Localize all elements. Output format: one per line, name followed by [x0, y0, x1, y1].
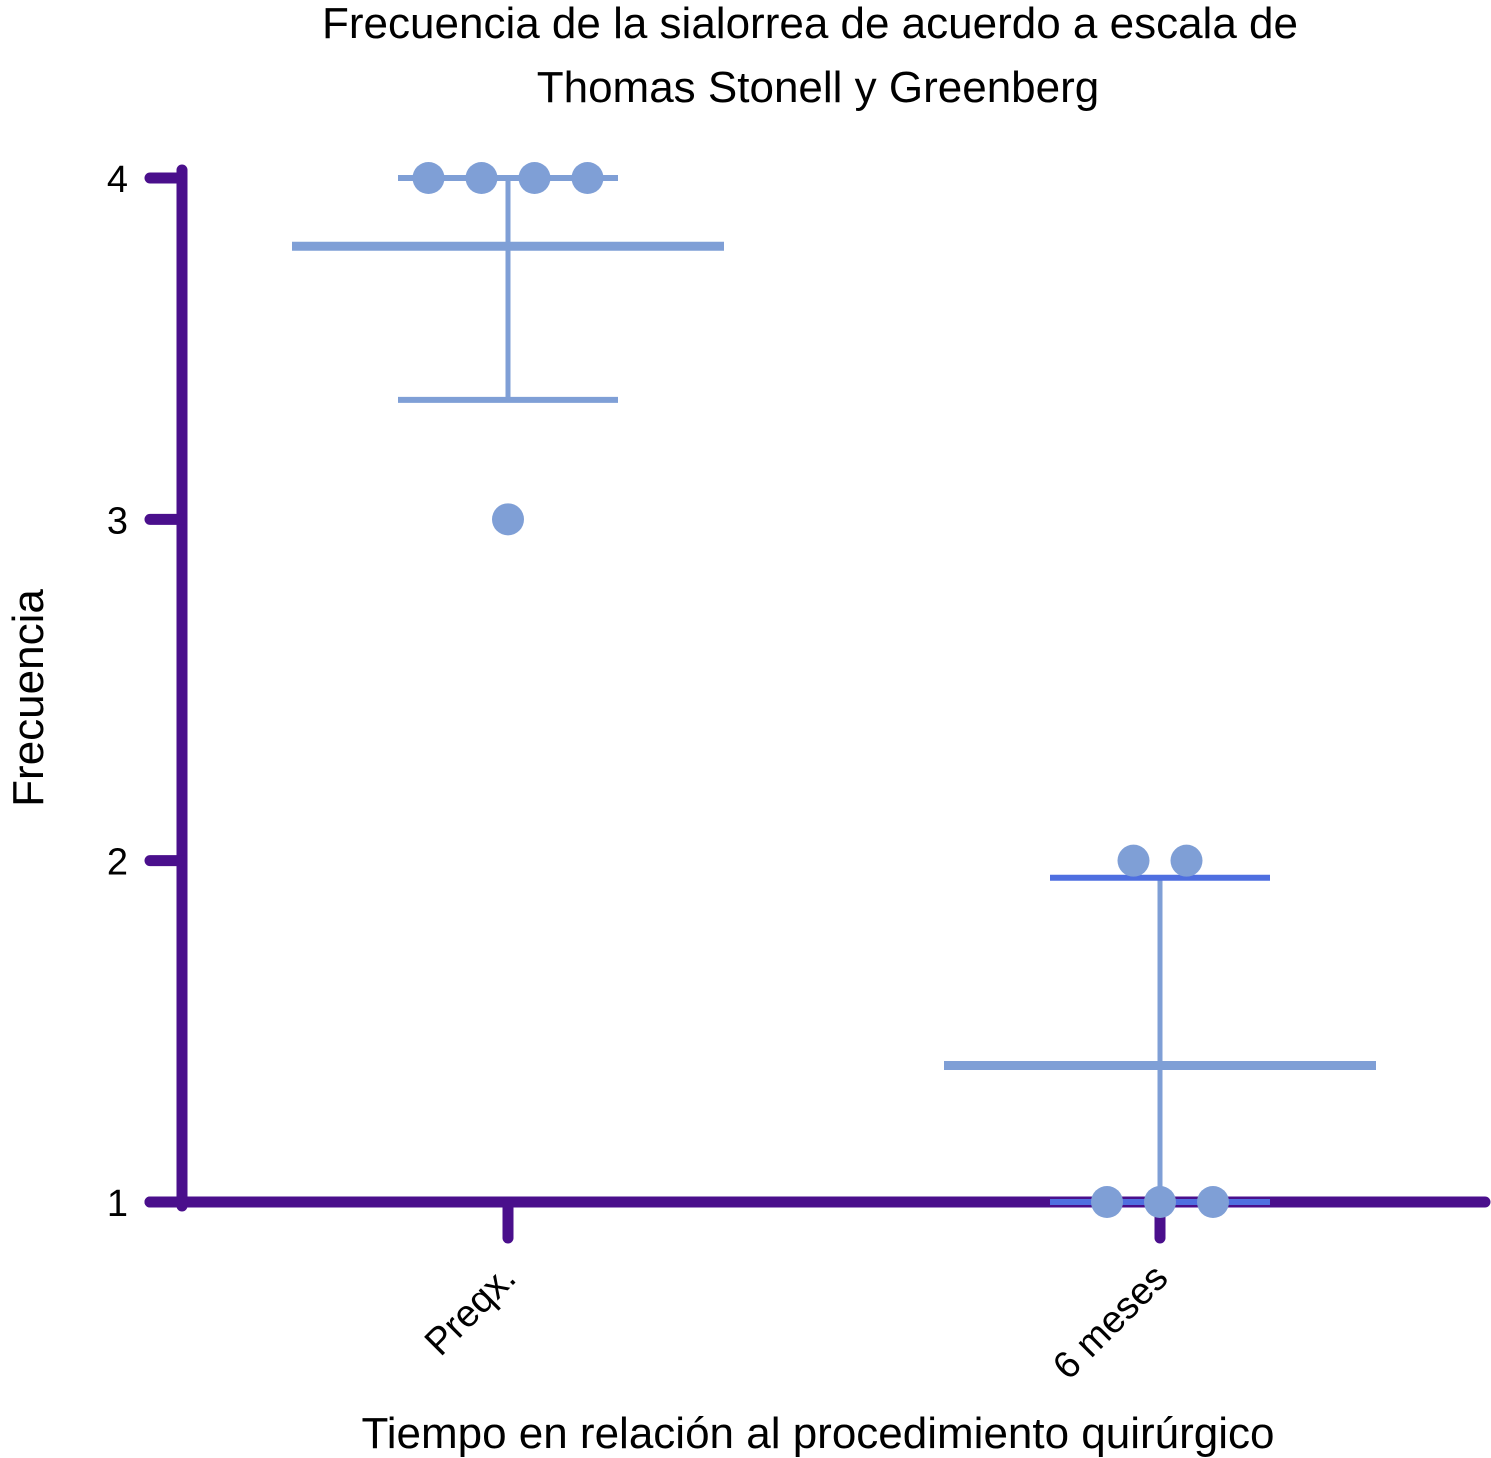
axes	[144, 164, 1491, 1212]
y-tick-label-2: 2	[107, 842, 128, 884]
y-tick-label-3: 3	[107, 500, 128, 542]
data-point-1-0	[1117, 844, 1150, 877]
y-axis-label: Frecuencia	[4, 589, 53, 807]
data-point-0-3	[571, 162, 604, 194]
chart-title-line-2: Thomas Stonell y Greenberg	[537, 63, 1100, 112]
data-point-1-3	[1144, 1186, 1176, 1218]
x-tick-label-0: Preqx.	[417, 1257, 524, 1364]
chart-title-line-1: Frecuencia de la sialorrea de acuerdo a …	[322, 0, 1298, 48]
data-point-0-1	[465, 162, 498, 194]
x-tick-label-1: 6 meses	[1045, 1257, 1176, 1388]
data-point-1-4	[1197, 1186, 1229, 1218]
data-point-0-0	[412, 162, 445, 194]
y-tick-label-4: 4	[107, 159, 128, 201]
data-points	[412, 162, 1229, 1218]
y-tick-label-1: 1	[107, 1183, 128, 1225]
error-bars	[292, 175, 1376, 1205]
data-point-1-2	[1091, 1186, 1123, 1218]
data-point-1-1	[1170, 844, 1203, 877]
x-axis-label: Tiempo en relación al procedimiento quir…	[361, 1409, 1274, 1458]
data-point-0-2	[518, 162, 551, 194]
data-point-0-4	[492, 503, 524, 536]
